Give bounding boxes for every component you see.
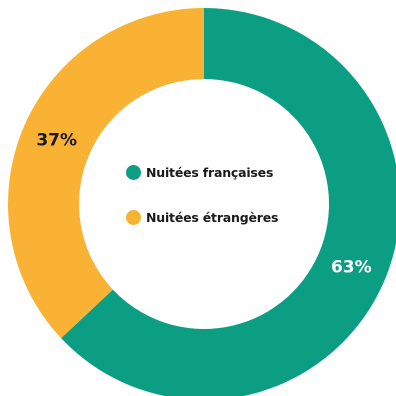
- slice-nuitees-etrangeres: [7, 8, 204, 339]
- slice-label-nuitees-etrangeres: 37%: [36, 130, 77, 150]
- legend-swatch-nuitees-etrangeres: [126, 209, 141, 225]
- legend-label-nuitees-francaises: Nuitées françaises: [146, 164, 274, 180]
- slice-nuitees-francaises: [61, 8, 396, 396]
- slice-label-nuitees-francaises: 63%: [331, 258, 372, 278]
- legend-label-nuitees-etrangeres: Nuitées étrangères: [146, 209, 279, 225]
- legend-item-nuitees-francaises: Nuitées françaises: [126, 162, 278, 182]
- legend: Nuitées françaises Nuitées étrangères: [126, 162, 278, 252]
- legend-item-nuitees-etrangeres: Nuitées étrangères: [126, 207, 278, 227]
- legend-swatch-nuitees-francaises: [126, 164, 141, 180]
